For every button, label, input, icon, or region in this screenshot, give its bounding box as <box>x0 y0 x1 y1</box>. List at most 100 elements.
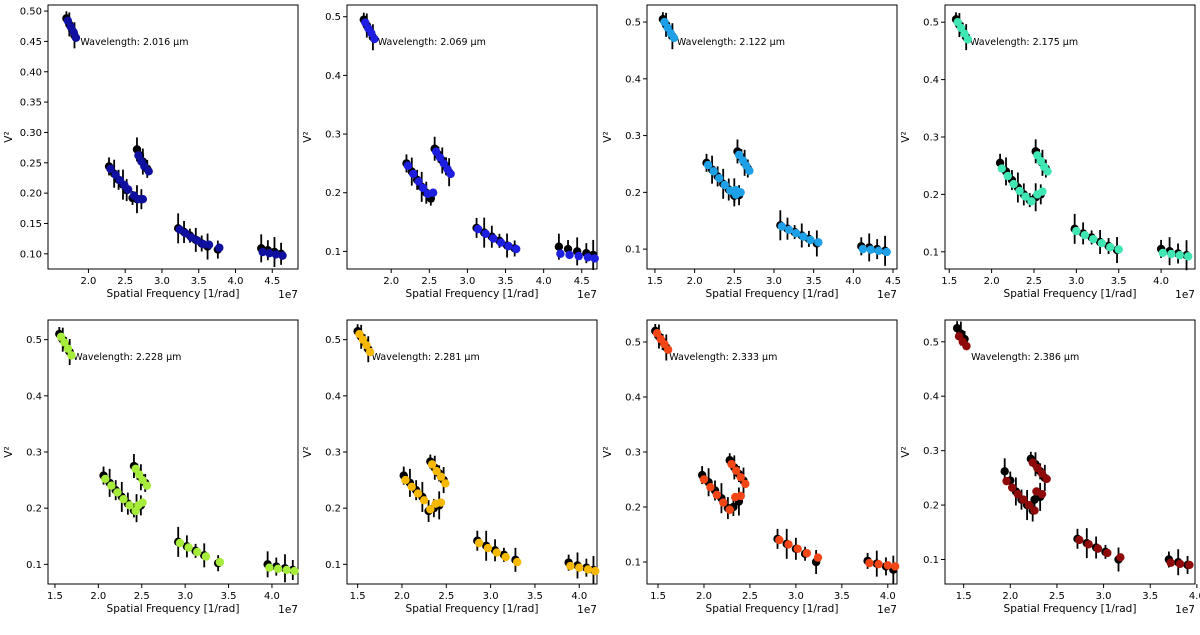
x-tick-label: 3.0 <box>459 276 475 287</box>
plot-frame <box>944 319 1196 585</box>
data-point <box>483 543 493 553</box>
data-point <box>565 250 574 260</box>
y-tick-label: 0.1 <box>625 558 641 569</box>
y-tick-label: 0.2 <box>625 503 641 514</box>
data-point <box>193 547 202 557</box>
data-point <box>1106 242 1115 252</box>
x-offset-label: 1e7 <box>1175 289 1195 301</box>
data-point <box>1027 197 1036 206</box>
wavelength-annotation: Wavelength: 2.333 μm <box>669 352 777 363</box>
x-tick-label: 2.0 <box>1002 591 1018 602</box>
data-point <box>1175 251 1184 260</box>
data-point <box>799 232 808 241</box>
x-tick-label: 4.0 <box>1189 591 1200 602</box>
data-point <box>1072 226 1081 236</box>
subplot-4: 1.5 2.0 2.5 3.0 3.5 4.0 0.1 0.2 0.3 0.4 0.5 Spatial… <box>900 4 1196 301</box>
x-tick-label: 2.0 <box>696 591 712 602</box>
data-point <box>590 254 599 263</box>
model-point <box>1000 467 1009 476</box>
data-point <box>1037 469 1047 478</box>
y-tick-label: 0.4 <box>923 392 939 403</box>
data-point <box>201 552 211 561</box>
data-point <box>890 562 900 571</box>
y-tick-label: 0.2 <box>625 188 641 199</box>
data-point <box>784 540 793 549</box>
x-tick-label: 2.0 <box>984 276 1000 287</box>
data-point <box>1028 458 1037 467</box>
x-tick-label: 4.0 <box>536 276 552 287</box>
data-point <box>1097 238 1106 248</box>
x-offset-label: 1e7 <box>278 604 298 616</box>
y-tick-label: 0.1 <box>923 247 939 258</box>
data-point <box>481 229 490 238</box>
data-point <box>265 249 274 258</box>
data-point <box>504 241 513 251</box>
x-tick-label: 3.5 <box>1111 276 1127 287</box>
data-point <box>258 247 267 257</box>
data-point <box>426 505 435 514</box>
data-point <box>777 222 787 231</box>
subplot-6: 1.5 2.0 2.5 3.0 3.5 4.0 0.1 0.2 0.3 0.4 0.5 Spatial… <box>302 319 600 616</box>
x-tick-label: 1.5 <box>647 276 663 287</box>
data-point <box>113 488 122 497</box>
subplot-8: 1.5 2.0 2.5 3.0 3.5 4.0 0.1 0.2 0.3 0.4 0.5 Spatial… <box>900 319 1200 616</box>
y-tick-label: 0.35 <box>20 98 42 109</box>
data-point <box>290 566 299 576</box>
y-tick-label: 0.5 <box>923 18 939 29</box>
plot-frame <box>346 4 598 270</box>
data-point <box>802 549 812 558</box>
y-tick-label: 0.1 <box>26 560 42 571</box>
x-tick-label: 4.0 <box>228 276 244 287</box>
y-tick-label: 0.4 <box>625 74 641 85</box>
x-tick-label: 2.5 <box>117 276 133 287</box>
data-point <box>175 538 185 548</box>
subplot-7: 1.5 2.0 2.5 3.0 3.5 4.0 0.1 0.2 0.3 0.4 0.5 Spatial… <box>602 319 900 616</box>
data-point <box>142 481 152 490</box>
data-point <box>709 167 718 176</box>
x-tick-label: 2.0 <box>80 276 96 287</box>
x-tick-label: 3.0 <box>1068 276 1084 287</box>
y-axis-label: V² <box>602 131 614 142</box>
x-axis-label: Spatial Frequency [1/rad] <box>706 603 839 615</box>
data-point <box>865 558 874 568</box>
y-tick-label: 0.2 <box>325 504 341 515</box>
data-point <box>1184 252 1193 261</box>
y-axis-label: V² <box>3 131 15 142</box>
y-axis-label: V² <box>900 131 912 142</box>
data-point <box>591 566 600 576</box>
data-point <box>101 474 110 484</box>
data-point <box>566 561 575 571</box>
data-point <box>962 341 971 351</box>
data-point <box>492 548 502 557</box>
x-tick-label: 3.0 <box>483 591 499 602</box>
data-point <box>1166 558 1175 567</box>
x-tick-label: 2.5 <box>1049 591 1065 602</box>
data-point <box>427 460 437 469</box>
data-point <box>215 557 225 567</box>
data-point <box>741 479 750 489</box>
model-point <box>554 242 564 251</box>
data-point <box>278 251 287 260</box>
data-point <box>413 489 423 498</box>
data-point <box>883 561 893 570</box>
x-axis-label: Spatial Frequency [1/rad] <box>406 288 539 300</box>
y-tick-label: 0.5 <box>625 18 641 29</box>
data-point <box>419 183 428 193</box>
data-point <box>501 552 510 562</box>
y-tick-label: 0.40 <box>20 67 42 78</box>
data-point <box>512 244 521 254</box>
y-tick-label: 0.5 <box>923 337 939 348</box>
x-axis-label: Spatial Frequency [1/rad] <box>107 603 240 615</box>
data-point <box>715 173 724 183</box>
x-tick-label: 2.5 <box>438 591 454 602</box>
y-tick-label: 0.3 <box>923 446 939 457</box>
y-tick-label: 0.5 <box>26 335 42 346</box>
data-point <box>441 479 450 488</box>
data-point <box>882 247 891 257</box>
data-point <box>414 177 423 186</box>
x-offset-label: 1e7 <box>577 604 597 616</box>
x-axis-label: Spatial Frequency [1/rad] <box>406 603 539 615</box>
x-tick-label: 2.0 <box>394 591 410 602</box>
data-point <box>1042 474 1051 484</box>
